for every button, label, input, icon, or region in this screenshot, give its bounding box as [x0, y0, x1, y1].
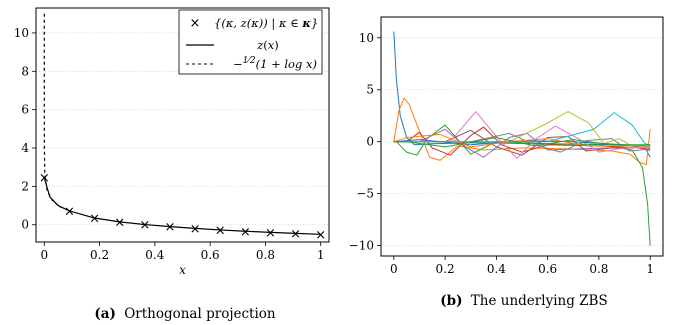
legend-marker-x: × [190, 16, 201, 31]
y-tick-label: 0 [21, 218, 29, 232]
y-tick-label: 4 [21, 141, 29, 155]
legend-label-points: {(κ, z(κ)) | κ ∈ κ} [214, 16, 318, 31]
y-tick-label: −10 [349, 239, 374, 253]
x-tick-label: 1 [646, 262, 654, 276]
data-point-marker: × [315, 228, 326, 243]
plot-frame [35, 7, 330, 243]
y-tick-label: 10 [359, 31, 374, 45]
x-tick-label: 0.8 [256, 248, 275, 262]
caption-b: (b) The underlying ZBS [440, 293, 607, 309]
x-axis-label: x [179, 263, 186, 277]
caption-b-text: The underlying ZBS [471, 293, 608, 309]
grid-lines [36, 32, 329, 226]
series-line-12 [393, 133, 651, 148]
y-tick-label: 8 [21, 64, 29, 78]
series-line-8 [393, 132, 651, 153]
data-point-marker: × [164, 220, 175, 235]
y-tick-label: 0 [366, 135, 374, 149]
y-tick-label: 5 [366, 83, 374, 97]
plot-frame [380, 16, 664, 257]
series-line-6 [393, 129, 651, 156]
data-point-marker: × [290, 227, 301, 242]
caption-a: (a) Orthogonal projection [94, 306, 276, 322]
chart-panel-a: 0 2 4 6 8 10 0 0.2 0.4 0.6 0.8 1 × × × × × × × × × × × × x × {… [14, 7, 330, 322]
caption-a-label: (a) [94, 306, 116, 322]
legend-box [178, 9, 323, 75]
legend-label-z: z(x) [256, 38, 279, 52]
series-line-3 [43, 13, 62, 208]
x-tick-label: 0.2 [436, 262, 455, 276]
x-tick-label: 0.6 [201, 248, 220, 262]
series-line-3 [393, 124, 651, 246]
series-line-2 [393, 97, 651, 166]
data-point-marker: × [240, 225, 251, 240]
x-tick-label: 0.2 [90, 248, 109, 262]
x-tick-label: 0 [390, 262, 398, 276]
chart-panel-b: −10 −5 0 5 10 0 0.2 0.4 0.6 0.8 1 (b) The underlyi… [349, 16, 664, 309]
data-point-marker: × [265, 226, 276, 241]
caption-b-label: (b) [440, 293, 462, 309]
x-tick-label: 0.4 [487, 262, 506, 276]
legend: × {(κ, z(κ)) | κ ∈ κ} z(x) −1⁄2(1 + log … [178, 9, 323, 75]
caption-a-text: Orthogonal projection [124, 306, 276, 322]
data-point-marker: × [215, 223, 226, 238]
x-tick-label: 0 [40, 248, 48, 262]
data-point-marker: × [64, 204, 75, 219]
series-line-10 [393, 112, 651, 146]
x-tick-label: 0.8 [589, 262, 608, 276]
axis-ticks: 0 2 4 6 8 10 0 0.2 0.4 0.6 0.8 1 [14, 26, 325, 262]
y-tick-label: 6 [21, 103, 29, 117]
data-point-marker: × [89, 212, 100, 227]
series-line-13 [393, 137, 651, 148]
data-point-marker: × [190, 222, 201, 237]
series-group: × × × × × × × × × × × × [39, 13, 326, 243]
y-tick-label: 2 [21, 179, 29, 193]
y-tick-label: 10 [14, 26, 29, 40]
axis-ticks: −10 −5 0 5 10 0 0.2 0.4 0.6 0.8 1 [349, 31, 654, 276]
data-point-marker: × [139, 218, 150, 233]
data-point-marker: × [114, 215, 125, 230]
y-tick-label: −5 [356, 187, 374, 201]
series-line-5 [393, 128, 651, 158]
x-tick-label: 0.4 [145, 248, 164, 262]
x-tick-label: 0.6 [538, 262, 557, 276]
series-group [393, 31, 651, 246]
x-tick-label: 1 [317, 248, 325, 262]
series-line-2 [43, 177, 321, 235]
